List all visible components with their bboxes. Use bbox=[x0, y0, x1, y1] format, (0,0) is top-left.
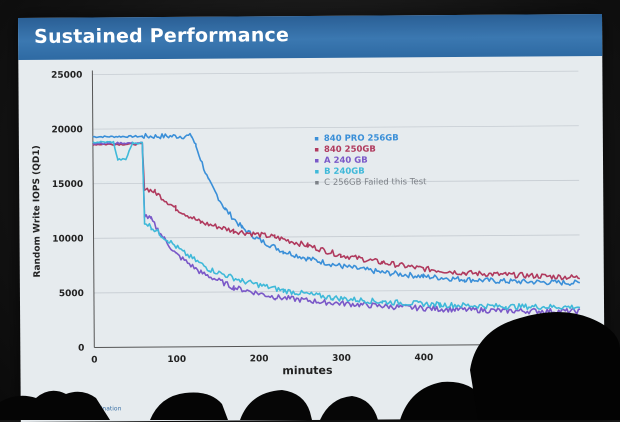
legend-marker bbox=[314, 158, 319, 163]
y-gridline bbox=[92, 70, 579, 75]
chart-tick-labels: 0 5000 10000 15000 20000 25000 0 100 200 300 400 bbox=[51, 71, 433, 366]
legend-marker bbox=[314, 136, 319, 141]
series-line-1 bbox=[92, 142, 581, 281]
presentation-slide: Sustained Performance 0 5000 10000 15000 200… bbox=[18, 13, 605, 422]
y-tick-label: 20000 bbox=[51, 125, 82, 135]
x-tick-label: 400 bbox=[414, 353, 433, 363]
iops-line-chart: 0 5000 10000 15000 20000 25000 0 100 200 300 400 m… bbox=[32, 70, 581, 377]
legend-entry: 840 250GB bbox=[324, 145, 376, 155]
legend-entry: A 240 GB bbox=[324, 156, 368, 166]
x-tick-label: 200 bbox=[250, 354, 269, 364]
legend-entry: C 256GB Failed this Test bbox=[324, 177, 427, 188]
y-axis-line bbox=[91, 70, 95, 348]
chart-gridlines bbox=[92, 70, 580, 294]
legend-marker bbox=[315, 180, 319, 185]
legend-entry: B 240GB bbox=[324, 167, 365, 177]
y-tick-label: 10000 bbox=[52, 234, 83, 244]
y-tick-label: 15000 bbox=[52, 180, 83, 190]
y-gridline bbox=[93, 234, 580, 239]
legend-marker bbox=[314, 147, 319, 152]
y-tick-label: 25000 bbox=[51, 71, 82, 81]
x-axis-line bbox=[94, 343, 581, 349]
legend-marker bbox=[315, 169, 319, 174]
y-gridline bbox=[93, 289, 580, 294]
series-line-3 bbox=[92, 140, 581, 311]
slide-footer-tagline: Align with your imagination bbox=[38, 405, 122, 413]
series-line-0 bbox=[92, 132, 581, 286]
x-axis-label: minutes bbox=[282, 364, 333, 377]
y-axis-label: Random Write IOPS (QD1) bbox=[32, 145, 43, 277]
y-gridline bbox=[93, 179, 580, 185]
chart-axes bbox=[91, 70, 581, 349]
legend-entry: 840 PRO 256GB bbox=[324, 133, 399, 144]
y-gridline bbox=[92, 125, 579, 130]
series-line-2 bbox=[92, 141, 581, 315]
x-tick-label: 300 bbox=[332, 354, 351, 364]
y-tick-label: 5000 bbox=[59, 289, 84, 299]
y-tick-label: 0 bbox=[78, 344, 84, 354]
chart-series-group bbox=[92, 132, 581, 315]
x-tick-label: 100 bbox=[167, 355, 186, 365]
x-tick-label: 0 bbox=[91, 355, 97, 365]
